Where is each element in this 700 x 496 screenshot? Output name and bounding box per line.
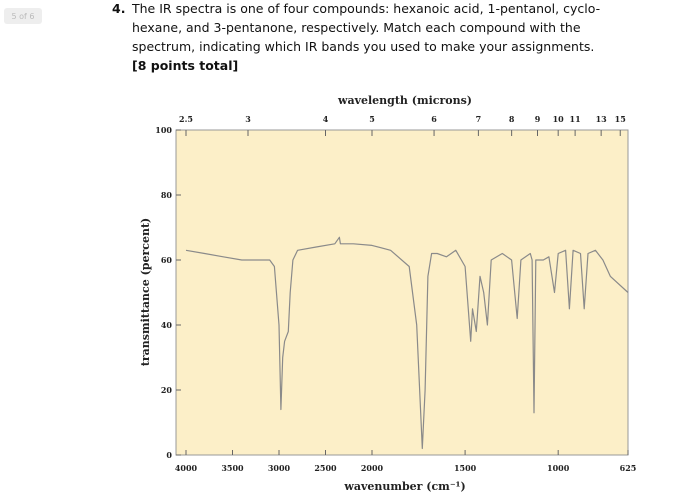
- x-tick-label: 2000: [361, 463, 384, 473]
- x-tick-label: 2500: [314, 463, 337, 473]
- x-tick-label: 4000: [175, 463, 198, 473]
- x2-axis-label: wavelength (microns): [337, 94, 472, 107]
- x2-tick-label: 6: [431, 114, 437, 124]
- question-line: spectrum, indicating which IR bands you …: [132, 39, 594, 54]
- x2-tick-label: 4: [323, 114, 329, 124]
- x-tick-label: 625: [620, 463, 637, 473]
- x2-tick-label: 13: [596, 114, 608, 124]
- x2-tick-label: 5: [369, 114, 375, 124]
- x-axis-label: wavenumber (cm⁻¹): [343, 480, 465, 493]
- y-axis-label: transmittance (percent): [139, 218, 152, 367]
- x-tick-label: 3500: [221, 463, 244, 473]
- x2-tick-label: 3: [245, 114, 251, 124]
- question-line: The IR spectra is one of four compounds:…: [131, 1, 600, 16]
- x2-tick-label: 8: [509, 114, 515, 124]
- question-points: [8 points total]: [132, 58, 238, 73]
- page-label: 5 of 6: [12, 12, 35, 21]
- y-tick-label: 40: [161, 320, 173, 330]
- x2-tick-label: 11: [570, 114, 581, 124]
- question-number: 4.: [112, 1, 125, 16]
- x2-tick-label: 7: [476, 114, 482, 124]
- x-tick-label: 1000: [547, 463, 570, 473]
- x2-tick-label: 10: [553, 114, 565, 124]
- page-label-bg: [4, 8, 42, 24]
- x2-tick-label: 9: [535, 114, 541, 124]
- y-tick-label: 0: [166, 450, 172, 460]
- x-tick-label: 3000: [268, 463, 291, 473]
- x-tick-label: 1500: [454, 463, 477, 473]
- y-tick-label: 100: [155, 125, 172, 135]
- y-tick-label: 60: [161, 255, 173, 265]
- x2-tick-label: 15: [615, 114, 626, 124]
- question-line: hexane, and 3-pentanone, respectively. M…: [132, 20, 581, 35]
- chart: 0 20 40 60 80 100 4000 3500 3000 2500 2000 1500 1000…: [139, 94, 636, 493]
- x2-tick-label: 2.5: [179, 114, 193, 124]
- y-tick-label: 80: [161, 190, 173, 200]
- spectrum-line: [185, 236, 629, 450]
- plot-area: [175, 129, 629, 456]
- y-tick-label: 20: [161, 385, 173, 395]
